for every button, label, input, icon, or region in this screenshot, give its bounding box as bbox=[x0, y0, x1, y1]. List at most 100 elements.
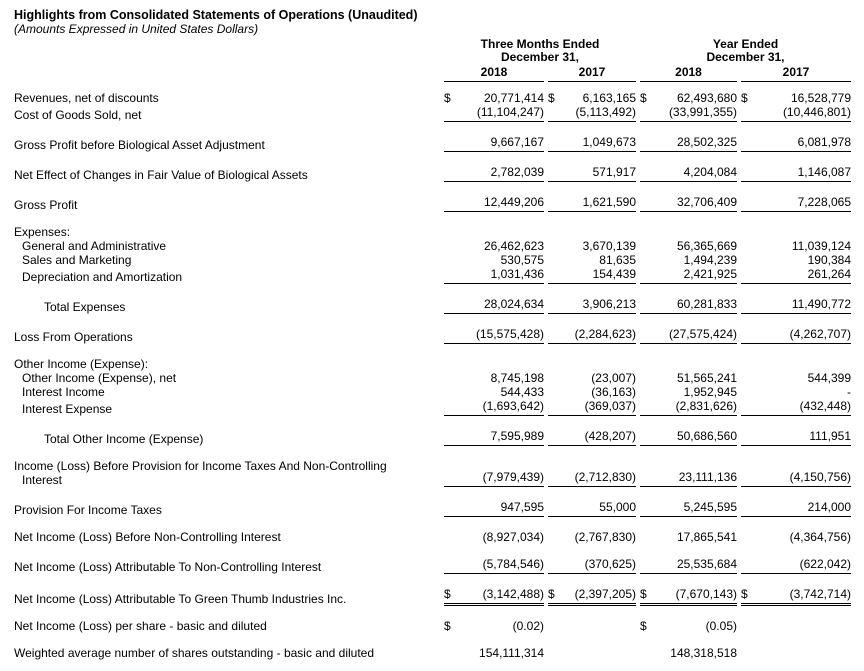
value-text: 4,204,084 bbox=[683, 165, 737, 179]
dollar-sign: $ bbox=[548, 91, 555, 105]
value-cell: (15,575,428) bbox=[444, 327, 544, 344]
value-cell: 947,595 bbox=[444, 500, 544, 517]
table-row: Revenues, net of discounts $20,771,414 $6,… bbox=[14, 91, 851, 105]
row-label: Gross Profit bbox=[14, 198, 78, 212]
value-text: 1,621,590 bbox=[582, 195, 636, 209]
value-text: (2,284,623) bbox=[574, 327, 636, 341]
value-text: 3,670,139 bbox=[582, 239, 636, 253]
dollar-sign: $ bbox=[548, 587, 555, 601]
statement-of-operations-table: Three Months Ended December 31, Year End… bbox=[14, 37, 851, 660]
value-cell: 55,000 bbox=[548, 500, 636, 517]
value-text: 20,771,414 bbox=[483, 91, 544, 105]
value-cell: 51,565,241 bbox=[640, 371, 737, 385]
value-cell: 190,384 bbox=[741, 253, 851, 267]
value-text: 17,865,541 bbox=[676, 530, 737, 544]
table-row: Weighted average number of shares outsta… bbox=[14, 646, 850, 660]
value-cell: (27,575,424) bbox=[640, 327, 737, 344]
value-text: 32,706,409 bbox=[676, 195, 737, 209]
year-header-q-2017: 2017 bbox=[548, 65, 636, 82]
value-cell: 23,111,136 bbox=[640, 470, 737, 487]
year-header-y-2017: 2017 bbox=[741, 65, 851, 82]
row-label: Provision For Income Taxes bbox=[14, 503, 162, 517]
value-cell: 6,081,978 bbox=[741, 135, 851, 152]
value-cell: 3,670,139 bbox=[548, 239, 636, 253]
year-ended-header: Year Ended December 31, bbox=[640, 38, 851, 64]
row-label: Net Income (Loss) per share - basic and … bbox=[14, 619, 267, 633]
value-text: (369,037) bbox=[584, 399, 636, 413]
row-label: Total Other Income (Expense) bbox=[44, 432, 204, 446]
value-text: (5,784,546) bbox=[482, 557, 544, 571]
table-row: Total Expenses 28,024,634 3,906,213 60,281,… bbox=[14, 297, 851, 314]
section-label: Other Income (Expense): bbox=[14, 357, 149, 371]
document-subtitle: (Amounts Expressed in United States Doll… bbox=[14, 22, 259, 36]
row-label: Loss From Operations bbox=[14, 330, 133, 344]
value-cell: 261,264 bbox=[741, 267, 851, 284]
value-text: 544,433 bbox=[500, 385, 544, 399]
dollar-sign: $ bbox=[444, 587, 451, 601]
row-label: Interest Expense bbox=[22, 402, 113, 416]
value-cell: (4,150,756) bbox=[741, 470, 851, 487]
dollar-sign: $ bbox=[640, 619, 647, 633]
value-cell: $ (0.02) bbox=[444, 619, 544, 633]
header-line: Year Ended bbox=[712, 37, 779, 51]
value-text: (2,767,830) bbox=[574, 530, 636, 544]
value-text: - bbox=[847, 385, 851, 399]
value-text: (0.05) bbox=[705, 619, 737, 633]
table-row: Income (Loss) Before Provision for Incom… bbox=[14, 459, 851, 487]
row-label-line1: Income (Loss) Before Provision for Incom… bbox=[14, 459, 387, 473]
value-text: (1,693,642) bbox=[482, 399, 544, 413]
table-row: Provision For Income Taxes 947,595 55,000 5… bbox=[14, 500, 851, 517]
value-cell: (23,007) bbox=[548, 371, 636, 385]
value-cell: 7,595,989 bbox=[444, 429, 544, 446]
value-text: 11,490,772 bbox=[791, 297, 851, 311]
value-text: 7,228,065 bbox=[797, 195, 851, 209]
table-row: Net Income (Loss) Before Non-Controlling… bbox=[14, 530, 851, 544]
value-cell: 1,494,239 bbox=[640, 253, 737, 267]
value-text: 1,049,673 bbox=[582, 135, 636, 149]
value-cell: 32,706,409 bbox=[640, 195, 737, 212]
row-label: Revenues, net of discounts bbox=[14, 91, 159, 105]
value-text: (370,625) bbox=[584, 557, 636, 571]
row-label: Net Income (Loss) Attributable To Non-Co… bbox=[14, 560, 322, 574]
value-text: (4,150,756) bbox=[789, 470, 851, 484]
value-text: (27,575,424) bbox=[668, 327, 737, 341]
value-cell: 111,951 bbox=[741, 429, 851, 446]
value-cell: (428,207) bbox=[548, 429, 636, 446]
value-cell: (1,693,642) bbox=[444, 399, 544, 416]
row-label: Net Income (Loss) Before Non-Controlling… bbox=[14, 530, 281, 544]
document-title: Highlights from Consolidated Statements … bbox=[14, 8, 418, 22]
value-text: (10,446,801) bbox=[782, 105, 851, 119]
value-cell: 1,146,087 bbox=[741, 165, 851, 182]
value-text: 2,421,925 bbox=[683, 267, 737, 281]
value-text: 261,264 bbox=[807, 267, 851, 281]
value-text: 1,952,945 bbox=[683, 385, 737, 399]
table-body: Revenues, net of discounts $20,771,414 $6,… bbox=[14, 91, 851, 660]
value-cell: (5,113,492) bbox=[548, 105, 636, 122]
value-text: 214,000 bbox=[807, 500, 851, 514]
row-label: Other Income (Expense), net bbox=[22, 371, 177, 385]
header-line: December 31, bbox=[706, 50, 785, 64]
value-cell: 4,204,084 bbox=[640, 165, 737, 182]
value-cell: 17,865,541 bbox=[640, 530, 737, 544]
value-cell: 544,399 bbox=[741, 371, 851, 385]
value-text: 1,031,436 bbox=[490, 267, 544, 281]
value-cell: 26,462,623 bbox=[444, 239, 544, 253]
value-cell: (2,712,830) bbox=[548, 470, 636, 487]
value-text: 947,595 bbox=[500, 500, 544, 514]
value-cell: $ (3,142,488) bbox=[444, 587, 544, 606]
value-cell: (11,104,247) bbox=[444, 105, 544, 122]
value-text: (5,113,492) bbox=[575, 105, 637, 119]
value-cell: (33,991,355) bbox=[640, 105, 737, 122]
value-text: 154,439 bbox=[592, 267, 636, 281]
value-text: 56,365,669 bbox=[676, 239, 737, 253]
value-text: (3,142,488) bbox=[482, 587, 544, 601]
value-cell: $6,163,165 bbox=[548, 91, 636, 105]
value-cell: (432,448) bbox=[741, 399, 851, 416]
value-text: 28,502,325 bbox=[676, 135, 737, 149]
value-text: (8,927,034) bbox=[482, 530, 544, 544]
value-cell: 544,433 bbox=[444, 385, 544, 399]
header-line: Three Months Ended bbox=[480, 37, 600, 51]
table-row: Interest Expense (1,693,642) (369,037) (2,8… bbox=[14, 399, 851, 416]
value-text: 16,528,779 bbox=[790, 91, 851, 105]
value-text: 23,111,136 bbox=[678, 470, 737, 484]
